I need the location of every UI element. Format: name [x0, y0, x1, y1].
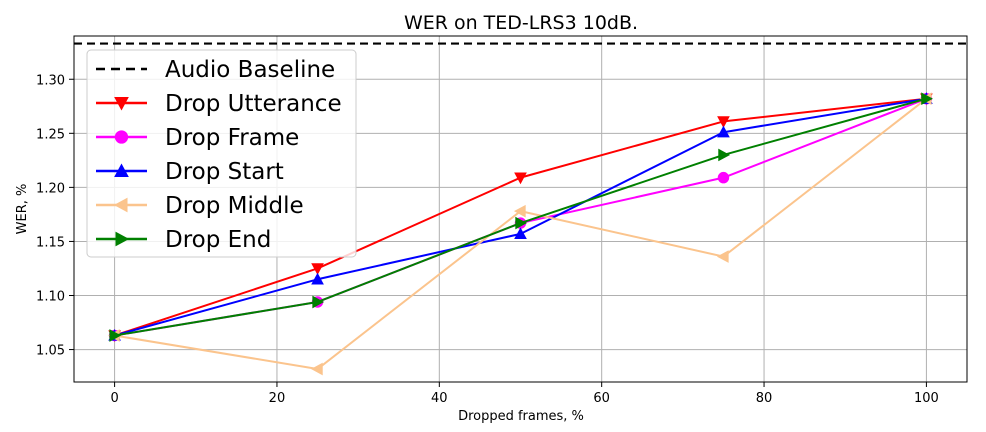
data-point-drop-middle [716, 250, 729, 263]
y-tick-label: 1.25 [36, 127, 65, 142]
data-point-drop-middle [310, 362, 323, 376]
data-point-drop-start [311, 272, 324, 285]
data-point-drop-middle [513, 204, 526, 218]
tick-layer: 0 20 40 60 80 100 1.05 1.10 1.15 1.20 1.25 1.30 [36, 73, 939, 406]
data-point-drop-end [109, 329, 122, 342]
y-tick-label: 1.15 [36, 235, 65, 250]
x-tick-label: 60 [593, 391, 610, 406]
x-tick-label: 40 [431, 391, 448, 406]
legend-item-drop-utterance: Drop Utterance [96, 91, 342, 117]
legend-label: Drop Utterance [165, 91, 342, 117]
x-tick-label: 20 [269, 391, 286, 406]
y-tick-label: 1.05 [36, 344, 65, 359]
legend-label: Drop Middle [165, 193, 304, 219]
data-point-drop-end [515, 216, 528, 230]
legend-marker [115, 231, 130, 247]
legend-item-drop-frame: Drop Frame [96, 125, 299, 151]
data-point-drop-frame [717, 171, 730, 184]
legend-item-drop-middle: Drop Middle [96, 193, 304, 219]
legend-box [86, 49, 357, 258]
plot-frame [73, 35, 968, 383]
x-tick-label: 0 [110, 391, 118, 406]
data-point-drop-start [514, 227, 527, 240]
series-layer [108, 92, 933, 376]
y-tick-label: 1.20 [36, 181, 65, 196]
legend-label: Drop End [165, 227, 271, 253]
data-point-drop-utterance [514, 172, 527, 185]
data-point-drop-end [312, 295, 325, 309]
chart-title: WER on TED-LRS3 10dB. [404, 12, 638, 34]
legend-item-drop-start: Drop Start [96, 159, 284, 185]
legend-marker [114, 96, 129, 111]
data-point-drop-start [717, 125, 730, 138]
legend-label: Audio Baseline [165, 57, 335, 83]
legend-item-audio-baseline: Audio Baseline [96, 57, 335, 83]
data-point-drop-end [718, 148, 731, 162]
series-drop-end [109, 92, 933, 342]
legend-marker [114, 130, 129, 144]
legend-item-drop-end: Drop End [96, 227, 271, 253]
data-point-drop-end [921, 92, 933, 106]
y-tick-label: 1.10 [36, 290, 65, 305]
x-tick-label: 80 [756, 391, 773, 406]
legend-label: Drop Frame [165, 125, 299, 151]
legend-label: Drop Start [165, 159, 284, 185]
x-tick-label: 100 [914, 391, 939, 406]
y-tick-label: 1.30 [36, 73, 65, 88]
legend-marker [114, 163, 129, 178]
legend: Audio Baseline Drop Utterance Drop Frame Dr… [86, 49, 357, 258]
data-point-drop-utterance [717, 116, 730, 128]
data-point-drop-utterance [311, 263, 324, 276]
x-axis-label: Dropped frames, % [458, 409, 584, 424]
y-axis-label: WER, % [15, 184, 30, 235]
legend-marker [113, 197, 128, 213]
